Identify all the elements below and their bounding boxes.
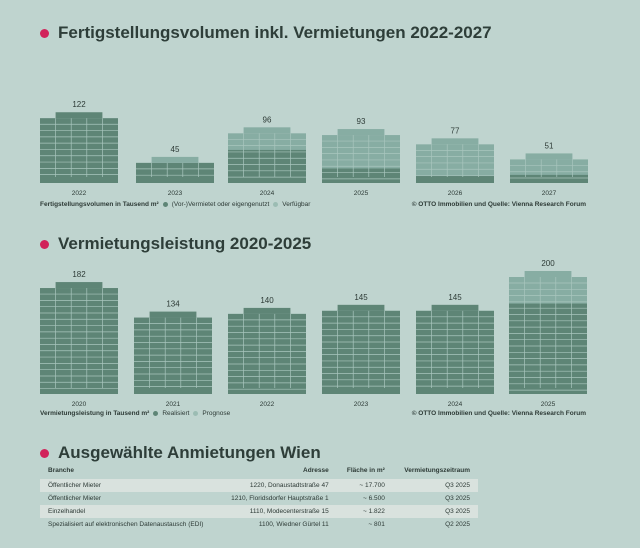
legend-item: (Vor-)Vermietet oder eigengenutzt: [171, 201, 270, 208]
bar-realized: [228, 149, 306, 183]
header-flaeche: Fläche in m²: [346, 467, 385, 474]
bullet-icon: [40, 448, 49, 458]
header-zeitraum: Vermietungszeitraum: [404, 467, 470, 474]
legend-item: Prognose: [202, 410, 231, 417]
data-label: 96: [263, 115, 272, 124]
table-row: Einzelhandel 1110, Modecenterstraße 15 ~ 1…: [40, 505, 478, 518]
bar-realized: [40, 118, 118, 183]
cell: Q3 2025: [392, 505, 478, 518]
cell: Q3 2025: [392, 479, 478, 492]
table-header: Branche Adresse Fläche in m² Vermietungs…: [40, 462, 478, 479]
cell: 1210, Floridsdorfer Hauptstraße 1: [231, 495, 329, 502]
data-label: 145: [448, 293, 462, 302]
data-label: 182: [72, 270, 86, 279]
legend-dot-icon: [153, 411, 159, 416]
legend-title: Vermietungsleistung in Tausend m²: [40, 410, 150, 417]
x-tick-label: 2021: [166, 401, 181, 408]
chart1: 122 2022 45 2023 96 2024 93 2025 77 2026 51 2027: [40, 100, 588, 197]
x-tick-label: 2027: [542, 190, 557, 197]
chart1-title: Fertigstellungsvolumen inkl. Vermietunge…: [40, 23, 492, 43]
cell: Einzelhandel: [40, 505, 219, 518]
table-row: Spezialisiert auf elektronischen Datenau…: [40, 518, 478, 531]
chart2: 182 2020 134 2021 140 2022 145 2023 145 2024 200 20…: [40, 259, 587, 408]
bar-cap: [524, 271, 572, 277]
bar-realized: [322, 168, 400, 183]
bar-cap: [151, 156, 199, 163]
data-label: 145: [354, 293, 368, 302]
chart2-source: © OTTO Immobilien und Quelle: Vienna Res…: [411, 410, 586, 417]
x-tick-label: 2022: [260, 401, 275, 408]
legend-dot-icon: [162, 202, 168, 207]
legend-title: Fertigstellungsvolumen in Tausend m²: [40, 201, 159, 208]
cell: 1100, Wiedner Gürtel 11: [258, 521, 329, 528]
data-label: 45: [171, 145, 180, 154]
table-row: Öffentlicher Mieter 1220, Donaustadtstraß…: [40, 479, 478, 492]
x-tick-label: 2026: [448, 190, 463, 197]
x-tick-label: 2022: [72, 190, 87, 197]
cell: 1220, Donaustadtstraße 47: [218, 479, 337, 492]
bar-realized: [416, 176, 494, 183]
cell: 1110, Modecenterstraße 15: [218, 505, 337, 518]
data-label: 51: [545, 141, 554, 150]
chart2-legend: Vermietungsleistung in Tausend m² Realis…: [40, 410, 230, 417]
cell: Öffentlicher Mieter: [48, 495, 101, 502]
cell: ~ 17.700: [336, 479, 393, 492]
table-row: Öffentlicher Mieter 1210, Floridsdorfer H…: [40, 492, 478, 505]
bar-cap: [149, 311, 197, 318]
bar-cap: [431, 304, 479, 311]
bullet-icon: [40, 28, 49, 38]
bar-realized: [228, 313, 306, 394]
legend-item: Realisiert: [162, 410, 190, 417]
cell: Spezialisiert auf elektronischen Datenau…: [48, 521, 204, 528]
chart2-title: Vermietungsleistung 2020-2025: [40, 234, 311, 254]
x-tick-label: 2024: [448, 401, 463, 408]
cell: ~ 6.500: [362, 495, 385, 502]
data-label: 122: [72, 100, 86, 109]
data-label: 200: [541, 259, 555, 268]
x-tick-label: 2025: [354, 190, 369, 197]
legend-dot-icon: [193, 411, 199, 416]
cell: Öffentlicher Mieter: [40, 479, 219, 492]
cell: ~ 1.822: [336, 505, 393, 518]
data-label: 140: [260, 296, 274, 305]
bar-realized: [509, 303, 587, 394]
bar-cap: [243, 307, 291, 314]
table-title: Ausgewählte Anmietungen Wien: [40, 443, 321, 463]
chart2-title-text: Vermietungsleistung 2020-2025: [58, 234, 312, 253]
data-label: 134: [166, 300, 180, 309]
chart1-source: © OTTO Immobilien und Quelle: Vienna Res…: [411, 201, 586, 208]
cell: ~ 801: [368, 521, 385, 528]
x-tick-label: 2025: [541, 401, 556, 408]
bar-cap: [337, 129, 385, 136]
cell: Q2 2025: [445, 521, 470, 528]
bar-cap: [525, 153, 573, 160]
cell: Q3 2025: [445, 495, 470, 502]
x-tick-label: 2024: [260, 190, 275, 197]
bar-realized: [136, 162, 214, 183]
bar-cap: [55, 112, 103, 119]
table-title-text: Ausgewählte Anmietungen Wien: [58, 443, 321, 462]
x-tick-label: 2020: [72, 401, 87, 408]
bullet-icon: [40, 239, 49, 249]
chart1-legend: Fertigstellungsvolumen in Tausend m² (Vo…: [40, 201, 310, 208]
header-adresse: Adresse: [303, 467, 329, 474]
bar-realized: [40, 288, 118, 394]
header-branche: Branche: [48, 467, 75, 474]
bar-cap: [243, 127, 291, 134]
rentals-table: Branche Adresse Fläche in m² Vermietungs…: [40, 462, 478, 531]
data-label: 77: [451, 126, 460, 135]
bar-cap: [55, 282, 103, 289]
bar-realized: [510, 174, 588, 183]
x-tick-label: 2023: [354, 401, 369, 408]
bar-cap: [337, 304, 385, 311]
bar-cap: [431, 138, 479, 145]
x-tick-label: 2023: [168, 190, 183, 197]
chart1-title-text: Fertigstellungsvolumen inkl. Vermietunge…: [58, 23, 492, 42]
legend-dot-icon: [273, 202, 279, 207]
legend-item: Verfügbar: [282, 201, 311, 208]
bar-realized: [134, 317, 212, 394]
data-label: 93: [357, 117, 366, 126]
